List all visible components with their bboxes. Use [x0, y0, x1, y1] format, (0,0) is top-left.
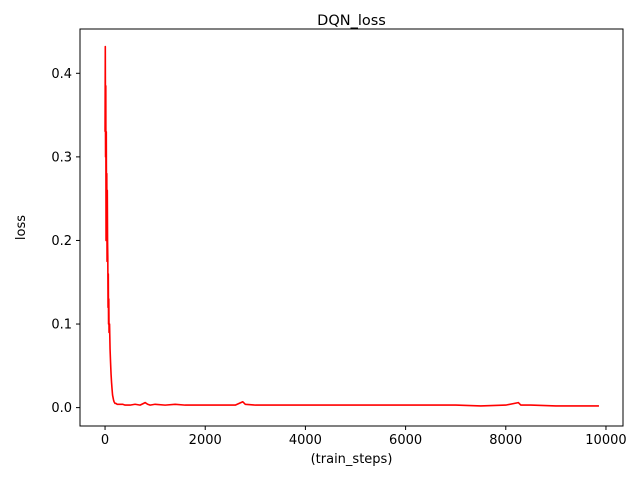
loss-series-line	[104, 45, 599, 407]
x-tick-label: 0	[101, 433, 109, 448]
x-tick-label: 8000	[489, 433, 522, 448]
y-tick-label: 0.2	[51, 234, 72, 249]
plot-frame	[79, 28, 624, 427]
chart-title: DQN_loss	[317, 13, 386, 29]
series-layer	[104, 45, 599, 407]
x-tick-label: 4000	[289, 433, 322, 448]
x-tick-label: 10000	[585, 433, 626, 448]
x-tick-label: 6000	[389, 433, 422, 448]
y-tick-label: 0.0	[51, 401, 72, 416]
y-tick-label: 0.1	[51, 318, 72, 333]
plot-area	[80, 29, 623, 426]
x-tick-label: 2000	[189, 433, 222, 448]
x-axis-label: (train_steps)	[311, 452, 393, 467]
y-tick-label: 0.3	[51, 150, 72, 165]
ticks-layer: 0 2000 4000 6000 8000 10000 0.0 0.1 0.2 0.3 0.4	[51, 67, 626, 448]
y-axis-label: loss	[14, 215, 29, 240]
y-tick-label: 0.4	[51, 67, 72, 82]
